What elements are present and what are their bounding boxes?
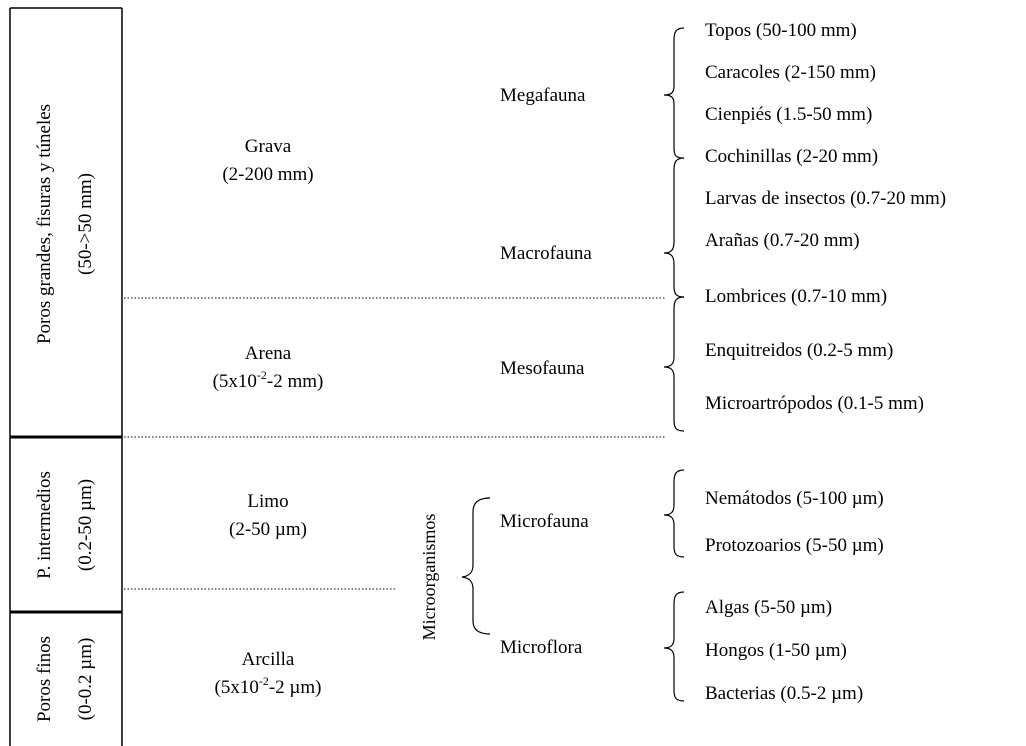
particle-classes: Grava (2-200 mm) Arena (5x10-2-2 mm) Lim…	[213, 136, 324, 698]
organism-item: Hongos (1-50 µm)	[705, 640, 847, 661]
particle-silt-name: Limo	[247, 491, 288, 512]
organism-item: Topos (50-100 mm)	[705, 20, 857, 41]
brace-microorganisms	[461, 497, 491, 635]
organism-item: Nemátodos (5-100 µm)	[705, 488, 884, 509]
pore-large-range: (50->50 mm)	[75, 173, 96, 275]
particle-gravel-size: (2-200 mm)	[222, 164, 313, 185]
group-microfauna: Microfauna	[500, 511, 589, 532]
organism-item: Cochinillas (2-20 mm)	[705, 146, 878, 167]
brace-megafauna	[663, 27, 685, 159]
organism-groups: Megafauna Macrofauna Mesofauna Microfaun…	[500, 85, 592, 658]
brace-microfauna	[663, 469, 685, 558]
pore-intermediate-title: P. intermedios	[34, 471, 55, 579]
pore-fine-title: Poros finos	[34, 636, 55, 722]
organism-item: Enquitreidos (0.2-5 mm)	[705, 340, 893, 361]
braces	[461, 27, 685, 702]
pore-large-title: Poros grandes, fisuras y túneles	[34, 104, 55, 344]
organism-item: Bacterias (0.5-2 µm)	[705, 683, 863, 704]
separators	[124, 297, 665, 590]
organism-item: Microartrópodos (0.1-5 mm)	[705, 393, 924, 414]
organism-item: Lombrices (0.7-10 mm)	[705, 286, 887, 307]
particle-sand-size: (5x10-2-2 mm)	[213, 368, 324, 392]
organism-item: Algas (5-50 µm)	[705, 597, 832, 618]
organism-item: Arañas (0.7-20 mm)	[705, 230, 860, 251]
group-macrofauna: Macrofauna	[500, 243, 592, 264]
particle-sand-name: Arena	[245, 343, 292, 364]
particle-silt-size: (2-50 µm)	[229, 519, 307, 540]
pore-fine-range: (0-0.2 µm)	[75, 638, 96, 721]
brace-microflora	[663, 591, 685, 702]
pore-intermediate-range: (0.2-50 µm)	[75, 479, 96, 571]
organism-item: Larvas de insectos (0.7-20 mm)	[705, 188, 946, 209]
brace-mesofauna	[663, 296, 685, 432]
group-megafauna: Megafauna	[500, 85, 586, 106]
particle-clay-name: Arcilla	[242, 649, 295, 670]
brace-macrofauna	[663, 157, 685, 298]
organism-list: Topos (50-100 mm) Caracoles (2-150 mm) C…	[705, 20, 946, 704]
group-mesofauna: Mesofauna	[500, 358, 585, 379]
microorganisms-label: Microorganismos	[419, 514, 439, 641]
organism-item: Protozoarios (5-50 µm)	[705, 535, 884, 556]
pore-size-column: Poros grandes, fisuras y túneles (50->50…	[9, 7, 123, 746]
particle-clay-size: (5x10-2-2 µm)	[215, 674, 322, 698]
organism-item: Cienpiés (1.5-50 mm)	[705, 104, 872, 125]
group-microflora: Microflora	[500, 637, 583, 658]
particle-gravel-name: Grava	[245, 136, 292, 157]
organism-item: Caracoles (2-150 mm)	[705, 62, 876, 83]
